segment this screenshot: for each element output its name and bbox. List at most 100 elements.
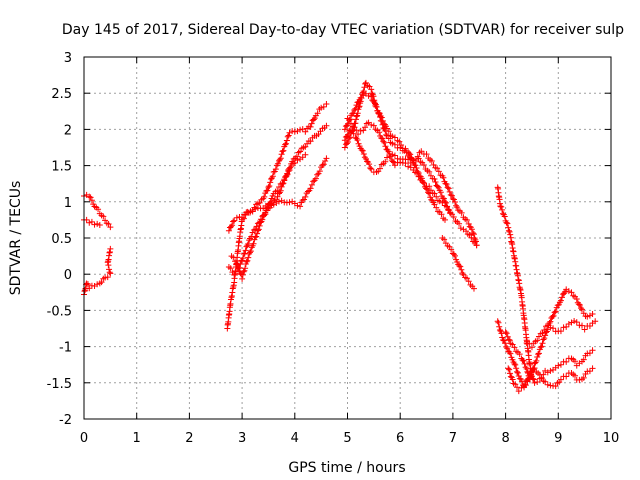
data-point <box>354 137 361 144</box>
data-point <box>450 213 457 220</box>
data-point <box>391 134 398 141</box>
data-point <box>244 208 251 215</box>
data-point <box>247 248 254 255</box>
data-point <box>431 201 438 208</box>
data-point <box>391 152 398 159</box>
data-point <box>396 138 403 145</box>
data-point <box>377 113 384 120</box>
data-point <box>557 297 564 304</box>
data-point <box>240 268 247 275</box>
data-point <box>437 189 444 196</box>
data-point <box>353 102 360 109</box>
data-point <box>504 333 511 340</box>
data-point <box>438 211 445 218</box>
data-point <box>368 121 375 128</box>
data-point <box>560 324 567 331</box>
data-point <box>266 182 273 189</box>
data-point <box>304 188 311 195</box>
data-point <box>352 116 359 123</box>
data-point <box>505 227 512 234</box>
data-point <box>506 370 513 377</box>
data-point <box>281 177 288 184</box>
data-point <box>420 180 427 187</box>
data-point <box>472 238 479 245</box>
data-point <box>540 336 547 343</box>
data-point <box>376 110 383 117</box>
data-point <box>269 173 276 180</box>
data-point <box>356 103 363 110</box>
data-point <box>435 168 442 175</box>
data-point <box>538 343 545 350</box>
data-point <box>502 329 509 336</box>
data-point <box>291 128 298 135</box>
data-point <box>580 356 587 363</box>
data-point <box>86 219 93 226</box>
data-point <box>561 290 568 297</box>
series-s1 <box>81 191 114 231</box>
x-tick-label: 7 <box>449 431 457 446</box>
data-point <box>532 359 539 366</box>
data-point <box>252 234 259 241</box>
data-point <box>468 226 475 233</box>
data-point <box>87 194 94 201</box>
data-point <box>106 269 113 276</box>
data-point <box>531 365 538 372</box>
data-point <box>239 271 246 278</box>
data-point <box>431 176 438 183</box>
data-point <box>362 124 369 131</box>
data-point <box>106 266 113 273</box>
series-s2 <box>81 216 103 228</box>
data-point <box>319 162 326 169</box>
data-point <box>350 110 357 117</box>
data-point <box>308 120 315 127</box>
data-point <box>307 185 314 192</box>
data-point <box>568 289 575 296</box>
data-point <box>550 325 557 332</box>
data-point <box>457 225 464 232</box>
data-point <box>107 224 114 231</box>
data-point <box>323 101 330 108</box>
data-point <box>279 148 286 155</box>
data-point <box>522 381 529 388</box>
data-point <box>547 318 554 325</box>
data-point <box>426 168 433 175</box>
x-axis-label: GPS time / hours <box>288 460 405 476</box>
data-point <box>86 193 93 200</box>
data-point <box>535 351 542 358</box>
data-point <box>301 196 308 203</box>
data-point <box>346 116 353 123</box>
data-point <box>542 378 549 385</box>
data-point <box>515 388 522 395</box>
data-point <box>385 135 392 142</box>
data-point <box>426 183 433 190</box>
data-point <box>580 374 587 381</box>
data-point <box>370 98 377 105</box>
series-s5 <box>225 101 330 234</box>
data-point <box>285 132 292 139</box>
data-point <box>291 160 298 167</box>
data-point <box>267 199 274 206</box>
data-point <box>445 185 452 192</box>
data-point <box>355 131 362 138</box>
data-point <box>584 313 591 320</box>
data-point <box>563 358 570 365</box>
x-tick-label: 9 <box>554 431 562 446</box>
data-point <box>443 181 450 188</box>
series-s11 <box>344 115 480 249</box>
data-point <box>389 158 396 165</box>
data-point <box>351 107 358 114</box>
data-point <box>233 214 240 221</box>
data-point <box>499 337 506 344</box>
series-s17 <box>502 329 533 383</box>
data-point <box>446 188 453 195</box>
data-point <box>463 217 470 224</box>
data-point <box>353 113 360 120</box>
data-point <box>415 173 422 180</box>
data-point <box>547 324 554 331</box>
data-point <box>250 240 257 247</box>
data-point <box>238 258 245 265</box>
data-point <box>565 288 572 295</box>
data-point <box>511 344 518 351</box>
data-point <box>262 209 269 216</box>
data-point <box>454 204 461 211</box>
